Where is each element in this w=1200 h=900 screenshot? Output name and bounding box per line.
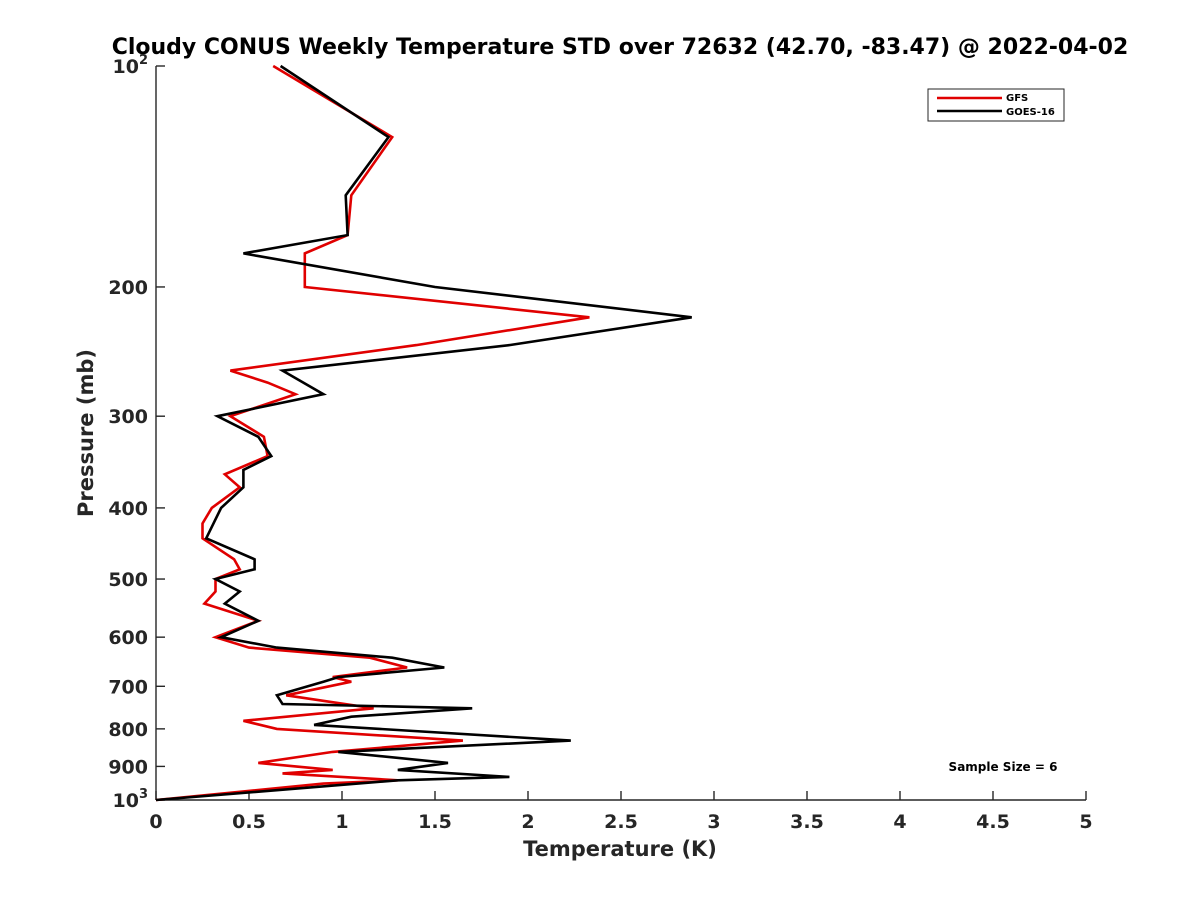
sample-size-annotation: Sample Size = 6 [949,760,1058,774]
y-tick-label: 102 [113,53,149,78]
x-tick-label: 1.5 [418,811,452,833]
y-tick-label: 600 [108,627,148,649]
y-tick-label-exponent: 3 [139,787,148,802]
y-axis-label: Pressure (mb) [74,349,98,517]
y-tick-label: 103 [113,787,149,812]
y-tick-label: 400 [108,498,148,520]
y-tick-label: 900 [108,756,148,778]
series-line-gfs [155,64,590,802]
y-tick-label: 200 [108,277,148,299]
x-tick-label: 0 [149,811,162,833]
x-tick-label: 5 [1079,811,1092,833]
y-tick-label-base: 10 [113,790,139,812]
x-tick-label: 3.5 [790,811,824,833]
y-tick-label: 800 [108,719,148,741]
legend-label-gfs: GFS [1006,93,1028,104]
series-line-goes16 [155,64,692,802]
series-lines [155,64,692,802]
y-tick-label: 700 [108,676,148,698]
x-tick-label: 1 [335,811,348,833]
y-tick-label-base: 10 [113,56,139,78]
x-tick-label: 4 [893,811,906,833]
x-tick-label: 0.5 [232,811,266,833]
y-tick-label-exponent: 2 [139,53,148,68]
y-tick-label: 500 [108,569,148,591]
x-tick-label: 3 [707,811,720,833]
y-tick-label: 300 [108,406,148,428]
legend: GFS GOES-16 [927,88,1065,122]
legend-box [927,88,1065,122]
x-tick-label: 2 [521,811,534,833]
legend-label-goes16: GOES-16 [1006,107,1055,118]
x-tick-label: 2.5 [604,811,638,833]
x-axis-label: Temperature (K) [523,837,717,861]
x-tick-label: 4.5 [976,811,1010,833]
x-axis-ticks: 0 0.5 1 1.5 2 2.5 3 3.5 4 4.5 5 [149,791,1093,833]
chart-title: Cloudy CONUS Weekly Temperature STD over… [112,35,1129,60]
